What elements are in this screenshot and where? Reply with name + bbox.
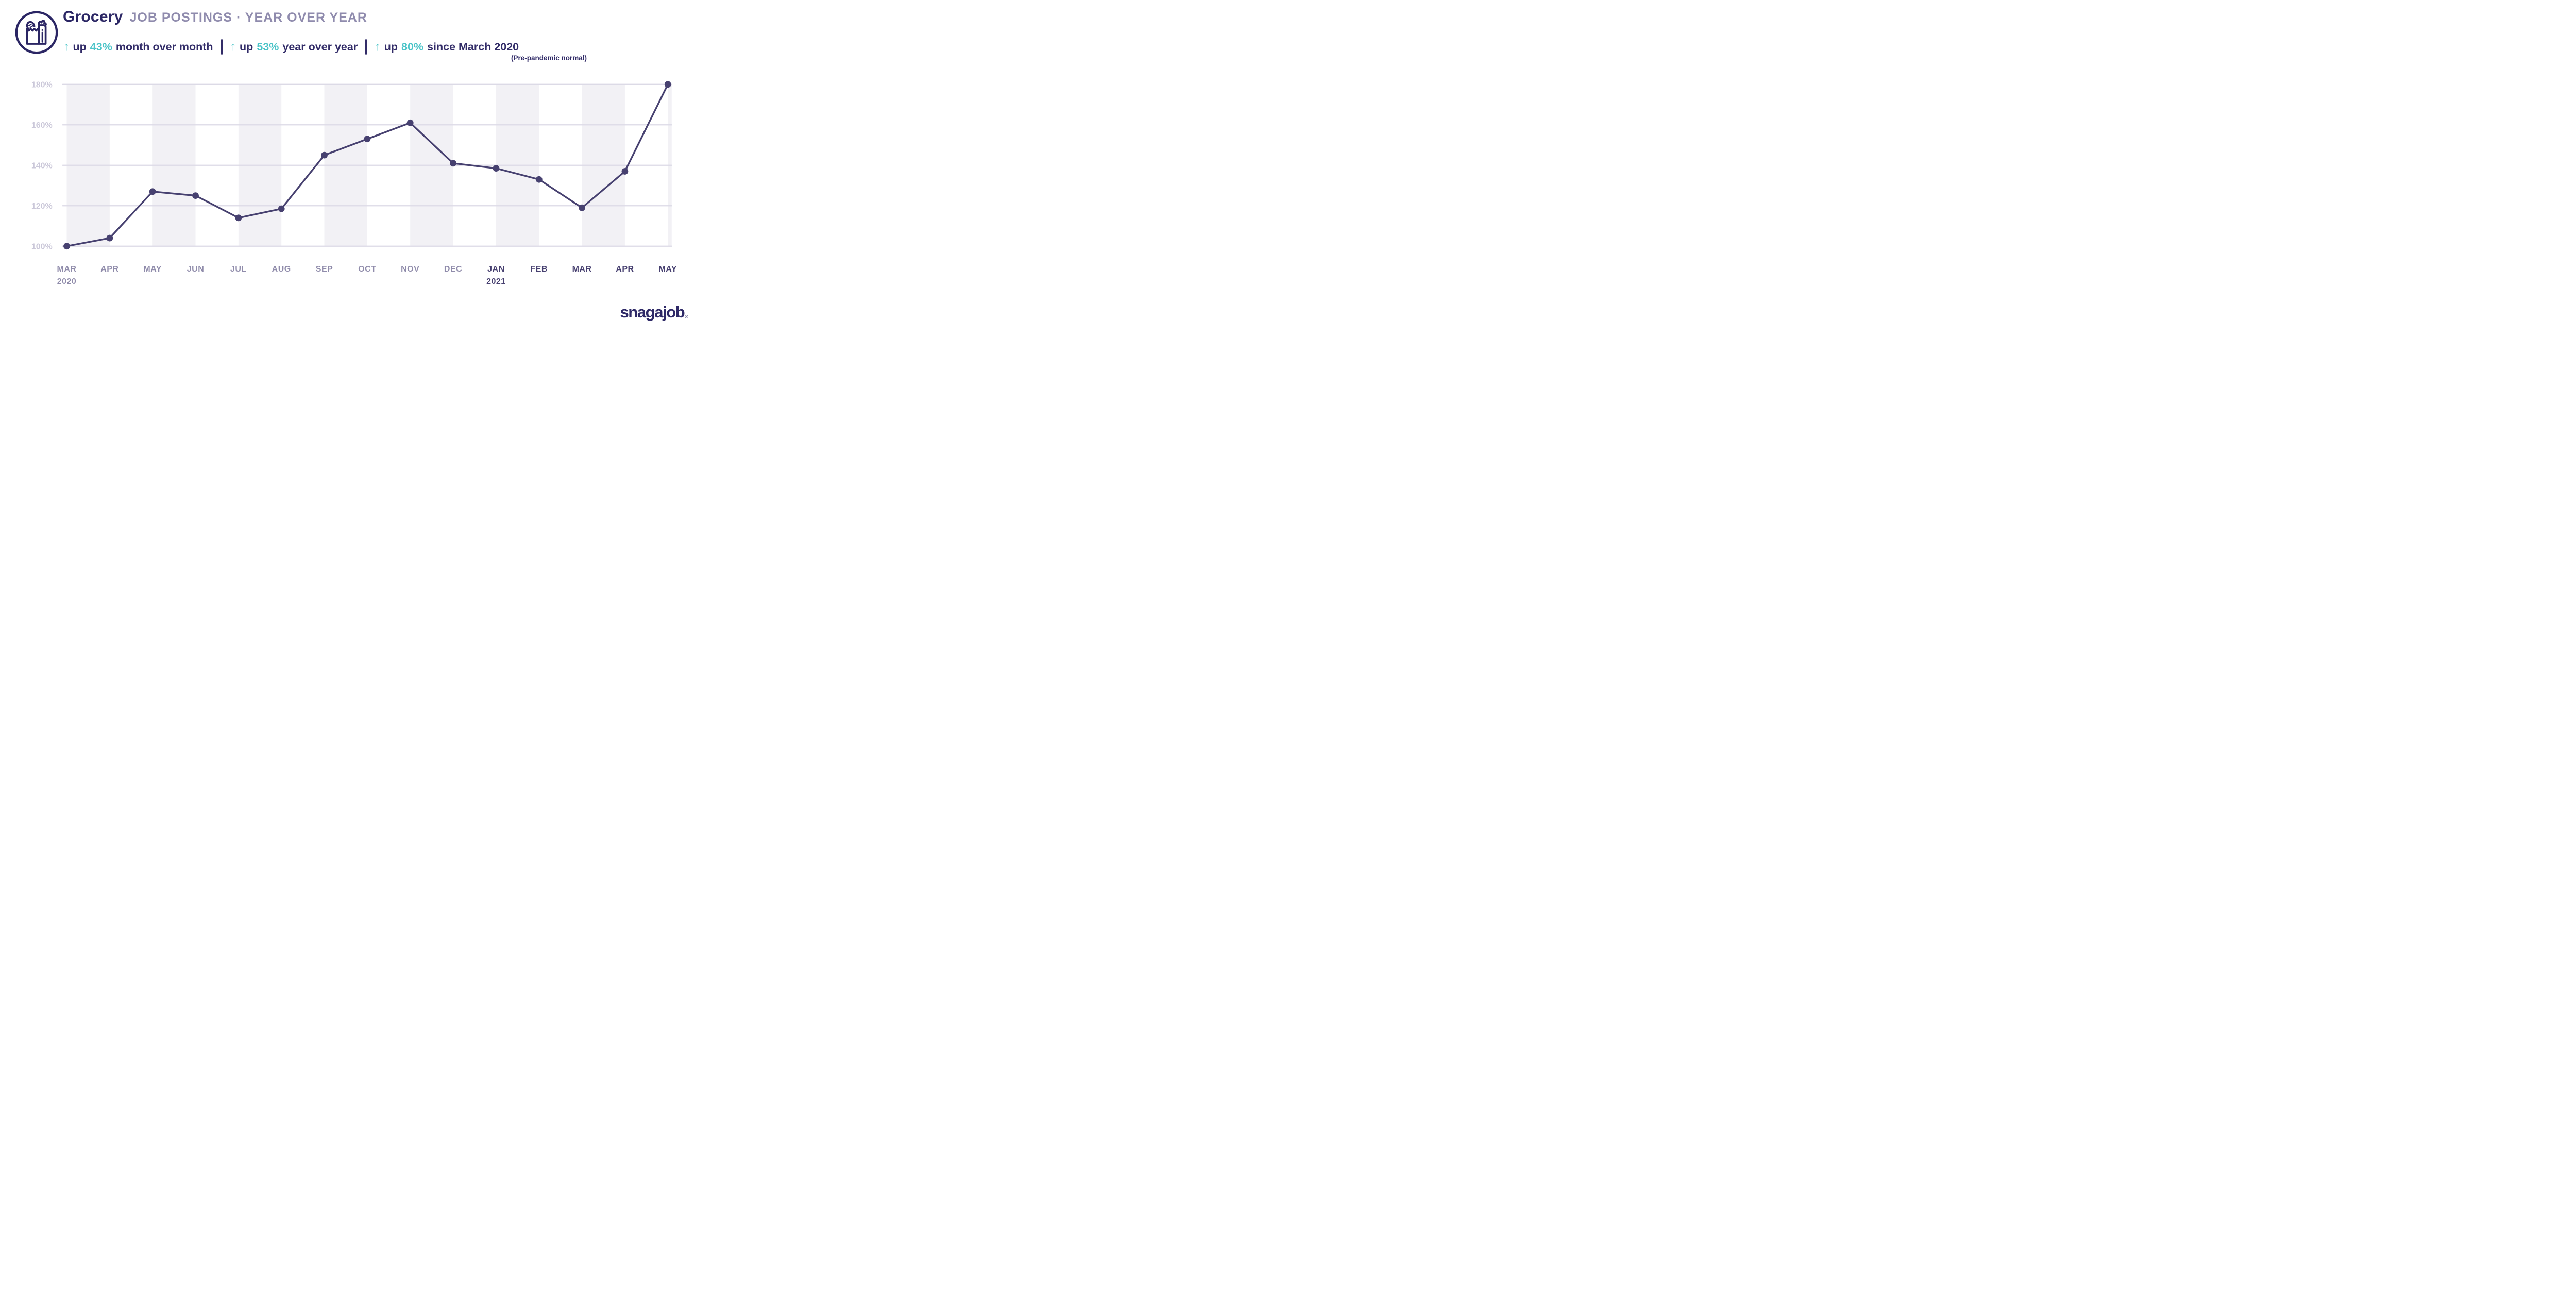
bag-flap <box>38 24 47 45</box>
data-point <box>535 176 543 183</box>
x-tick-label: MAR <box>57 265 77 274</box>
stat-prefix: up <box>73 40 87 53</box>
x-tick-label: DEC <box>444 265 462 274</box>
baguette-icon <box>26 21 36 29</box>
data-point <box>235 214 242 222</box>
stats-row: ↑ up 43% month over month ↑ up 53% year … <box>63 39 519 55</box>
data-point <box>493 165 500 172</box>
stat-prefix: up <box>240 40 253 53</box>
page-title: Grocery <box>63 8 123 25</box>
up-arrow-icon: ↑ <box>63 39 70 53</box>
y-tick-label: 160% <box>31 121 53 130</box>
infographic-canvas: Grocery JOB POSTINGS · YEAR OVER YEAR ↑ … <box>0 0 705 329</box>
greens-icon <box>38 20 47 27</box>
x-tick-label: MAY <box>658 265 677 274</box>
x-year-label: 2020 <box>57 277 77 286</box>
stat-separator <box>365 39 367 55</box>
stat-suffix: month over month <box>115 40 213 53</box>
data-point <box>621 168 629 175</box>
snagajob-logo: snagajob® <box>620 303 688 322</box>
stat-since-march-2020: ↑ up 80% since March 2020 <box>375 40 519 54</box>
x-tick-label: MAR <box>572 265 592 274</box>
title-row: Grocery JOB POSTINGS · YEAR OVER YEAR <box>63 8 367 26</box>
x-tick-label: MAY <box>143 265 162 274</box>
line-chart: 100% 120% 140% 160% 180% MAR APR MAY JUN JUL AUG SE… <box>31 80 677 286</box>
y-tick-label: 120% <box>31 202 53 211</box>
logo-text: snagajob <box>620 303 685 321</box>
data-point <box>664 81 671 88</box>
baguette-hatches <box>28 24 34 28</box>
x-year-label: 2021 <box>486 277 506 286</box>
badge-circle <box>15 11 58 54</box>
x-tick-label: SEP <box>316 265 333 274</box>
x-tick-label: JUL <box>230 265 247 274</box>
data-point <box>106 234 113 242</box>
stat-year-over-year: ↑ up 53% year over year <box>230 40 358 54</box>
data-point <box>63 243 70 250</box>
data-point <box>450 160 456 167</box>
y-tick-label: 100% <box>31 242 53 251</box>
x-tick-label: NOV <box>401 265 419 274</box>
data-point <box>278 205 285 212</box>
x-tick-label: APR <box>616 265 634 274</box>
data-point <box>579 204 585 211</box>
data-point <box>364 136 371 143</box>
x-tick-label: JAN <box>487 265 505 274</box>
x-tick-label: JUN <box>187 265 205 274</box>
x-tick-label: AUG <box>272 265 291 274</box>
stat-value: 80% <box>401 40 424 53</box>
y-tick-label: 180% <box>31 80 53 89</box>
data-point <box>192 192 199 199</box>
bag-front <box>26 28 40 45</box>
stat-prefix: up <box>384 40 398 53</box>
y-tick-label: 140% <box>31 161 53 170</box>
up-arrow-icon: ↑ <box>230 39 236 53</box>
x-tick-label: FEB <box>530 265 548 274</box>
stat-month-over-month: ↑ up 43% month over month <box>63 40 213 54</box>
page-subtitle: JOB POSTINGS · YEAR OVER YEAR <box>129 10 367 25</box>
data-point <box>321 151 328 159</box>
x-tick-label: OCT <box>358 265 376 274</box>
stat-separator <box>221 39 223 55</box>
stat-value: 43% <box>90 40 112 53</box>
header: Grocery JOB POSTINGS · YEAR OVER YEAR <box>63 8 367 26</box>
pre-pandemic-note: (Pre-pandemic normal) <box>511 54 587 62</box>
grocery-bag-icon <box>15 11 58 54</box>
data-point <box>149 188 156 195</box>
stat-value: 53% <box>257 40 279 53</box>
registered-mark: ® <box>685 314 688 319</box>
up-arrow-icon: ↑ <box>375 39 381 53</box>
x-tick-label: APR <box>100 265 118 274</box>
data-point <box>406 119 414 126</box>
stat-suffix: year over year <box>282 40 358 53</box>
stat-suffix: since March 2020 <box>427 40 519 53</box>
